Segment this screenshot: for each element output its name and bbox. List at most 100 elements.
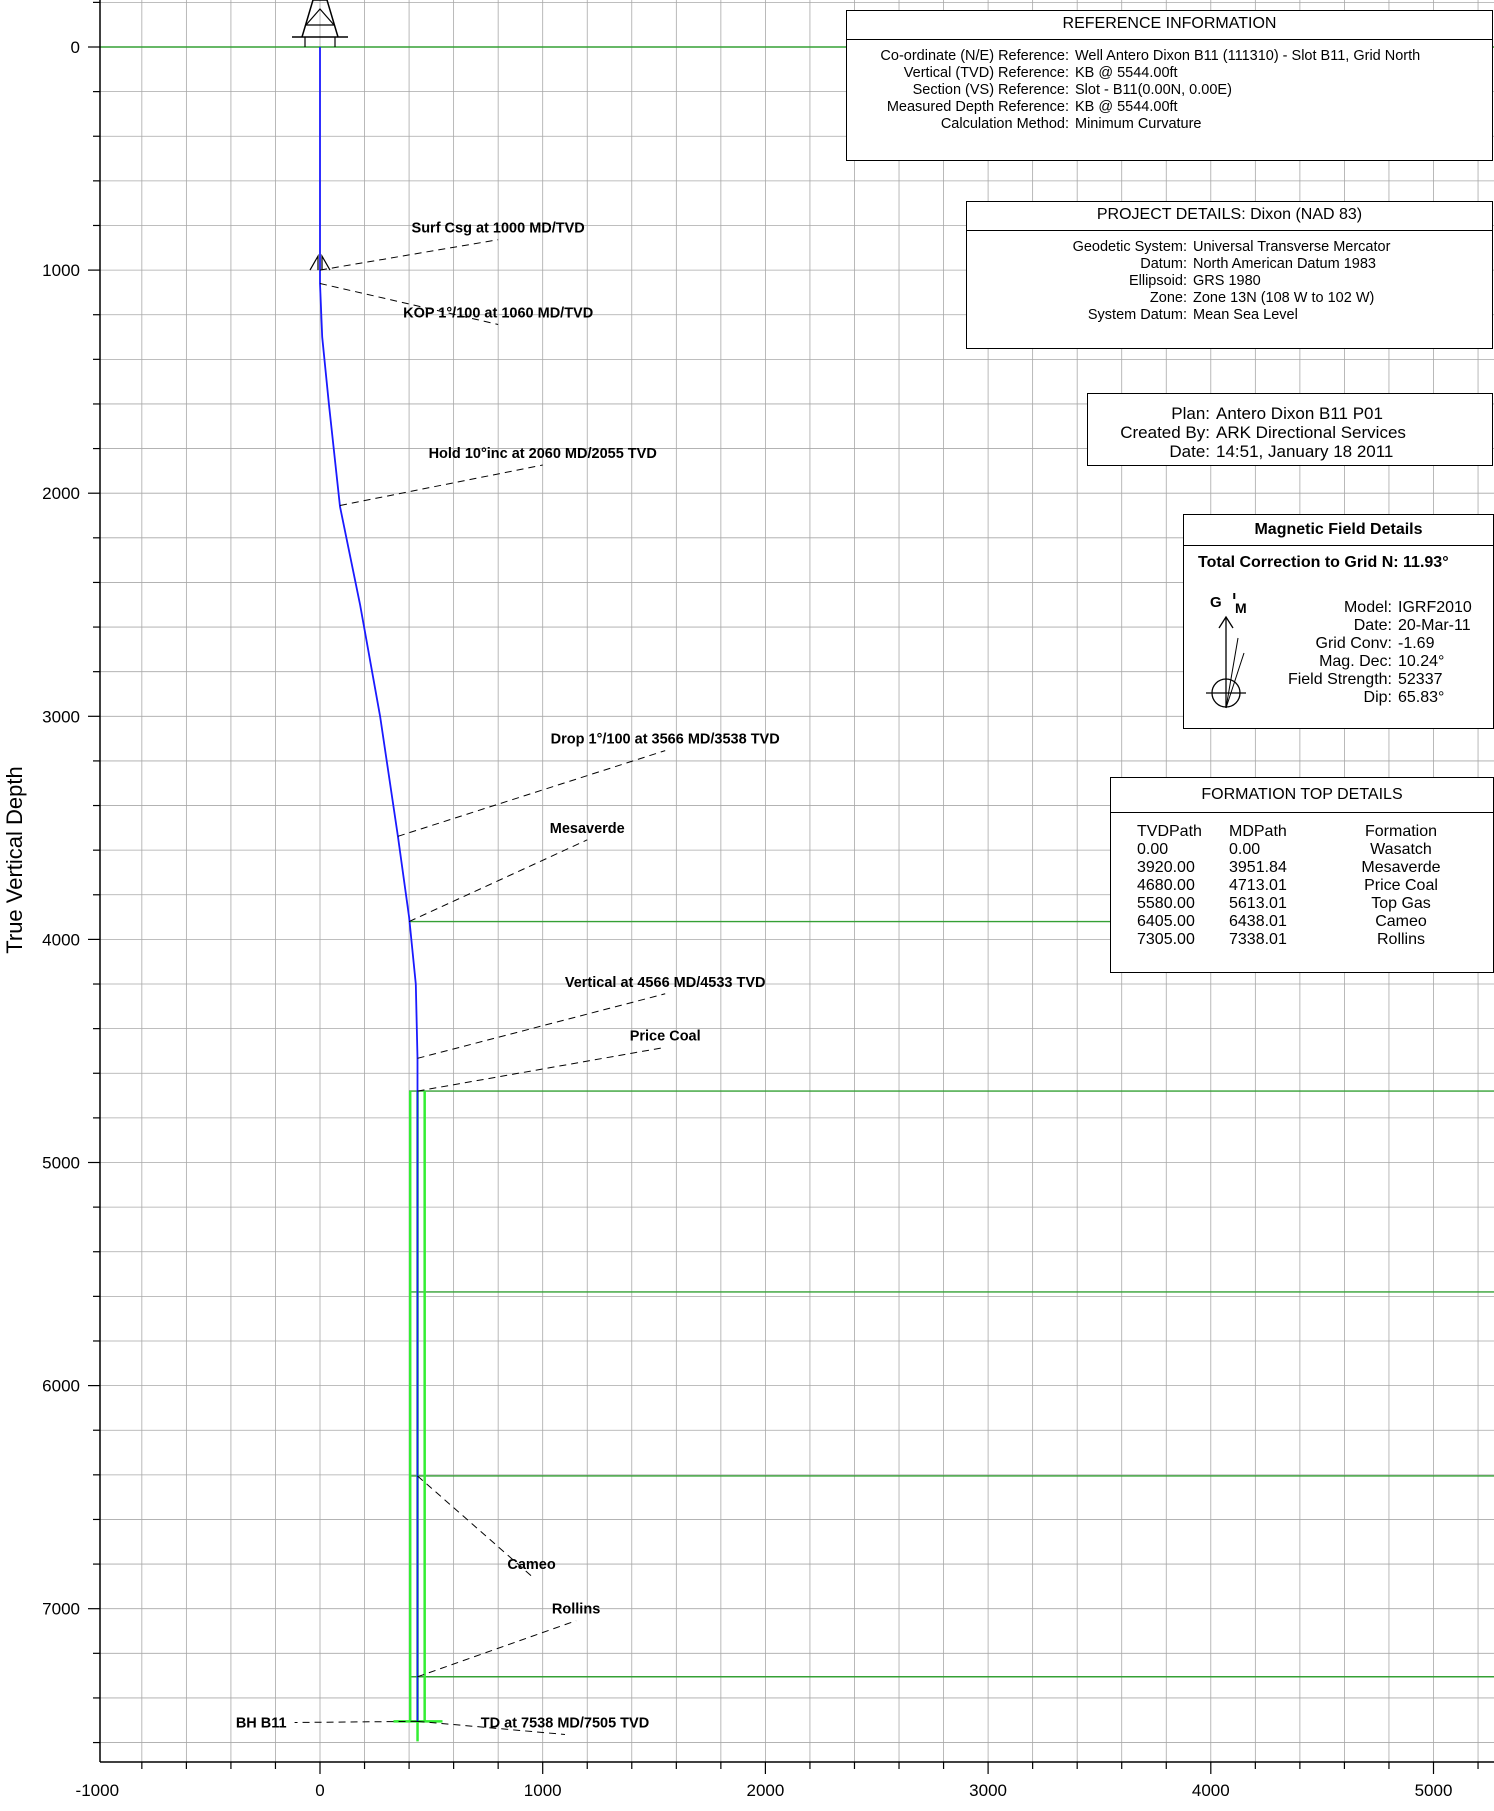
info-key: Field Strength: [1287, 671, 1392, 688]
annotation-label: Rollins [552, 1602, 600, 1618]
annotation-leader [319, 239, 499, 271]
info-row: Section (VS) Reference: Slot - B11(0.00N,… [857, 82, 1492, 99]
formation-top-box: FORMATION TOP DETAILS TVDPath MDPath Forma… [1110, 777, 1494, 973]
info-row: Co-ordinate (N/E) Reference: Well Antero … [857, 48, 1492, 65]
formation-row: 3920.00 3951.84 Mesaverde [1137, 859, 1493, 877]
annotation-label: Cameo [507, 1557, 555, 1573]
x-tick-label: 4000 [1192, 1781, 1230, 1800]
info-key: Co-ordinate (N/E) Reference: [880, 48, 1069, 64]
info-key: Datum: [1140, 256, 1187, 272]
info-key: Model: [1343, 599, 1392, 616]
magnetic-field-title: Magnetic Field Details [1184, 515, 1493, 546]
formation-cell: 6405.00 [1137, 913, 1195, 930]
formation-row: 4680.00 4713.01 Price Coal [1137, 877, 1493, 895]
formation-cell: 3951.84 [1229, 859, 1287, 876]
formation-cell: Wasatch [1370, 841, 1432, 858]
x-tick-label: 1000 [524, 1781, 562, 1800]
formation-cell: 3920.00 [1137, 859, 1195, 876]
wellpath [319, 47, 419, 1722]
info-value: GRS 1980 [1193, 273, 1261, 289]
info-key: Plan: [1171, 404, 1210, 423]
magnetic-field-rows: Model: IGRF2010 Date: 20-Mar-11 Grid Conv: -1… [1274, 599, 1493, 707]
info-row: Geodetic System: Universal Transverse Mer… [973, 239, 1492, 256]
annotation-leader [408, 839, 588, 923]
info-row: Date: 14:51, January 18 2011 [1088, 442, 1492, 461]
formation-cell: Top Gas [1371, 895, 1431, 912]
formation-cell: Cameo [1375, 913, 1427, 930]
rig-icon [292, 0, 348, 271]
info-row: Date: 20-Mar-11 [1274, 617, 1493, 635]
y-tick-label: 1000 [42, 261, 80, 280]
project-details-title-prefix: PROJECT DETAILS: [1096, 206, 1246, 223]
annotation-leader [417, 1720, 566, 1735]
north-arrow-icon: G T M [1206, 593, 1247, 709]
y-axis-label: True Vertical Depth [2, 766, 27, 954]
plan-box: Plan: Antero Dixon B11 P01 Created By: ARK … [1087, 393, 1493, 466]
info-row: Datum: North American Datum 1983 [973, 256, 1492, 273]
info-key: System Datum: [1087, 307, 1187, 323]
info-value: IGRF2010 [1398, 599, 1472, 616]
annotation-label: BH B11 [236, 1715, 287, 1731]
info-row: Dip: 65.83° [1274, 689, 1493, 707]
annotation-label: Mesaverde [550, 821, 625, 837]
info-row: Mag. Dec: 10.24° [1274, 653, 1493, 671]
reference-info-title: REFERENCE INFORMATION [847, 11, 1492, 40]
formation-cell: 5580.00 [1137, 895, 1195, 912]
info-key: Created By: [1120, 423, 1210, 442]
annotation-label: Drop 1°/100 at 3566 MD/3538 TVD [551, 732, 780, 748]
project-details-rows: Geodetic System: Universal Transverse Mer… [967, 231, 1492, 324]
project-details-title-value: Dixon (NAD 83) [1250, 206, 1363, 223]
formation-cell: 4680.00 [1137, 877, 1195, 894]
info-key: Date: [1353, 617, 1392, 634]
casing-shoe-icon [309, 253, 319, 271]
info-key: Zone: [1149, 290, 1187, 306]
annotation-label: TD at 7538 MD/7505 TVD [481, 1715, 649, 1731]
y-tick-label: 0 [71, 38, 80, 57]
plan-rows: Plan: Antero Dixon B11 P01 Created By: ARK … [1088, 404, 1492, 461]
y-tick-labels: 0 1000 2000 3000 4000 5000 6000 7000 [42, 38, 80, 1619]
info-value: North American Datum 1983 [1193, 256, 1376, 272]
info-row: Plan: Antero Dixon B11 P01 [1088, 404, 1492, 423]
info-row: Vertical (TVD) Reference: KB @ 5544.00ft [857, 65, 1492, 82]
annotation-label: Vertical at 4566 MD/4533 TVD [565, 975, 766, 991]
rig-strut [305, 8, 335, 26]
x-tick-label: 2000 [746, 1781, 784, 1800]
info-row: Grid Conv: -1.69 [1274, 635, 1493, 653]
annotation-leader [339, 464, 543, 506]
y-tick-label: 7000 [42, 1600, 80, 1619]
formation-header-row: TVDPath MDPath Formation [1137, 823, 1493, 841]
info-row: Measured Depth Reference: KB @ 5544.00ft [857, 99, 1492, 116]
formation-cell: Price Coal [1364, 877, 1438, 894]
info-value: KB @ 5544.00ft [1075, 99, 1178, 115]
x-tick-label: 3000 [969, 1781, 1007, 1800]
info-row: Field Strength: 52337 [1274, 671, 1493, 689]
magnetic-correction: Total Correction to Grid N: 11.93° [1198, 554, 1449, 571]
y-tick-label: 4000 [42, 930, 80, 949]
info-key: Ellipsoid: [1128, 273, 1187, 289]
info-row: Calculation Method: Minimum Curvature [857, 116, 1492, 133]
info-value: 52337 [1398, 671, 1443, 688]
annotation-label: Surf Csg at 1000 MD/TVD [412, 221, 585, 237]
info-row: Created By: ARK Directional Services [1088, 423, 1492, 442]
info-row: System Datum: Mean Sea Level [973, 307, 1492, 324]
info-key: Mag. Dec: [1319, 653, 1392, 670]
annotation-leader [319, 282, 499, 325]
info-key: Grid Conv: [1315, 635, 1392, 652]
info-key: Section (VS) Reference: [912, 82, 1069, 98]
info-value: ARK Directional Services [1216, 423, 1406, 442]
y-tick-label: 2000 [42, 484, 80, 503]
formation-header-cell: MDPath [1229, 823, 1287, 840]
info-key: Dip: [1363, 689, 1392, 706]
x-tick-labels: -1000 0 1000 2000 3000 4000 5000 [76, 1781, 1453, 1800]
info-value: 65.83° [1398, 689, 1445, 706]
formation-top-title: FORMATION TOP DETAILS [1111, 778, 1493, 813]
info-value: Universal Transverse Mercator [1193, 239, 1391, 255]
info-row: Zone: Zone 13N (108 W to 102 W) [973, 290, 1492, 307]
info-key: Measured Depth Reference: [886, 99, 1069, 115]
y-tick-label: 5000 [42, 1154, 80, 1173]
formation-header-cell: TVDPath [1137, 823, 1202, 840]
info-value: 14:51, January 18 2011 [1216, 442, 1394, 461]
annotation-leader [397, 750, 666, 837]
info-key: Vertical (TVD) Reference: [903, 65, 1069, 81]
info-key: Geodetic System: [1072, 239, 1187, 255]
